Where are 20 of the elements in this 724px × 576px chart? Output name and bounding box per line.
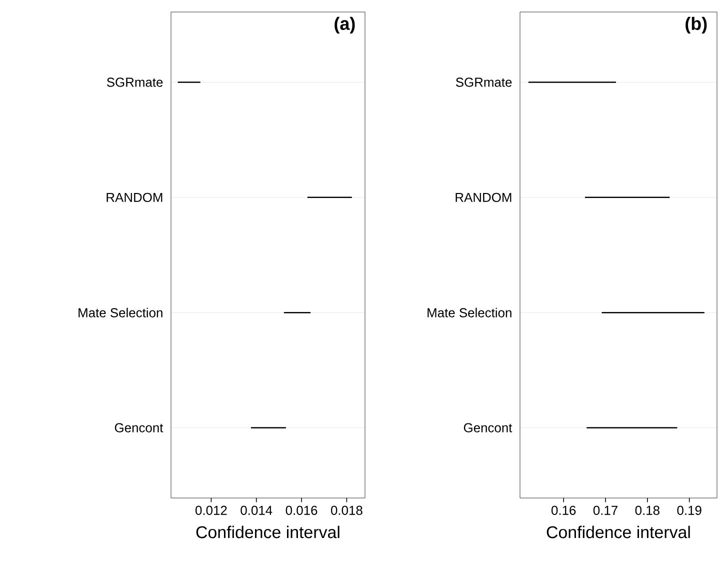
x-tick-label: 0.17 — [593, 506, 618, 515]
x-axis-title: Confidence interval — [196, 526, 340, 538]
x-tick-label: 0.016 — [286, 506, 318, 515]
chart-title: (b) — [686, 16, 707, 34]
x-tick-label: 0.012 — [195, 506, 227, 515]
x-tick-label: 0.014 — [240, 506, 272, 515]
y-tick-label: Gencont — [114, 423, 164, 432]
y-tick-label: RANDOM — [106, 192, 162, 202]
y-tick-label: RANDOM — [456, 192, 512, 202]
y-tick-label: SGRmate — [456, 78, 512, 87]
x-tick-label: 0.018 — [331, 506, 362, 515]
y-tick-label: Mate Selection — [428, 308, 512, 318]
x-tick-label: 0.16 — [551, 506, 576, 515]
x-axis-title: Confidence interval — [546, 526, 690, 538]
y-tick-label: Gencont — [464, 423, 512, 432]
y-tick-label: SGRmate — [106, 78, 163, 87]
x-tick-label: 0.19 — [677, 506, 702, 515]
chart-title: (a) — [334, 16, 355, 34]
x-tick-label: 0.18 — [635, 506, 660, 515]
y-tick-label: Mate Selection — [78, 308, 162, 318]
